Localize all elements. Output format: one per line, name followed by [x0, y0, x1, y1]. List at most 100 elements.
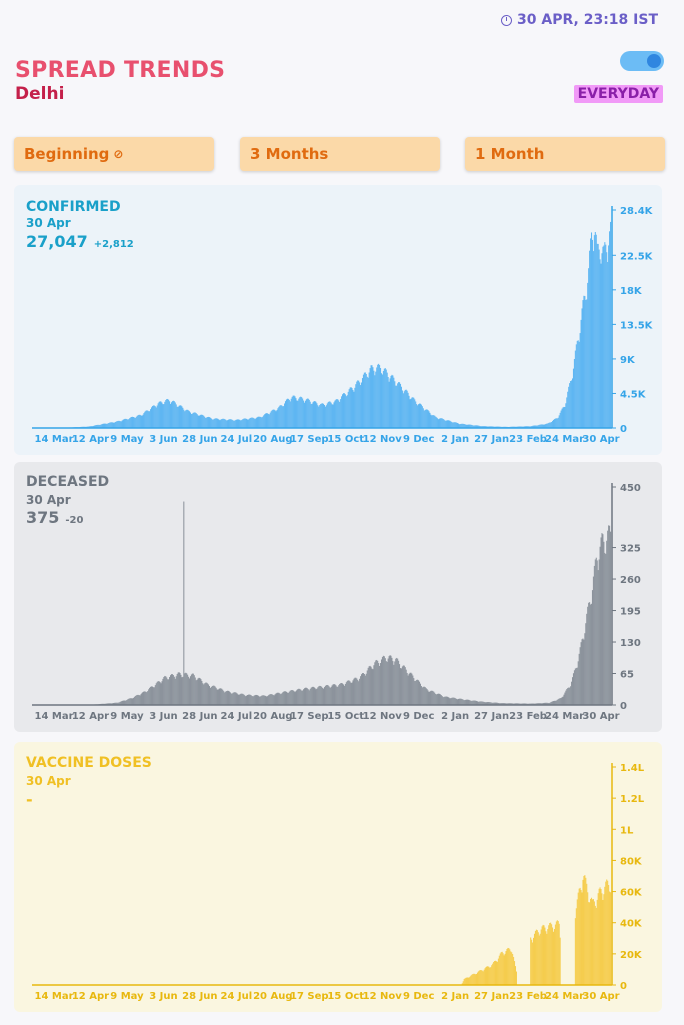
- confirmed-bar: [471, 424, 473, 428]
- confirmed-bar: [268, 414, 270, 428]
- vaccinated-x-tick-label: 27 Jan: [474, 991, 509, 1002]
- deceased-bar: [175, 676, 177, 705]
- confirmed-bar: [226, 420, 228, 428]
- confirmed-bar: [527, 426, 529, 428]
- confirmed-bar: [145, 410, 147, 428]
- deceased-bar: [236, 693, 238, 705]
- deceased-bar: [576, 667, 578, 705]
- deceased-bar: [367, 667, 369, 705]
- confirmed-bar: [520, 426, 522, 428]
- confirmed-x-tick-label: 15 Oct: [327, 434, 364, 445]
- vaccinated-bar: [483, 969, 485, 985]
- vaccinated-bar: [591, 899, 593, 985]
- confirmed-bar: [576, 340, 578, 428]
- deceased-bar: [370, 666, 372, 705]
- vaccinated-bar: [543, 925, 545, 985]
- confirmed-bar: [170, 402, 172, 428]
- deceased-bar: [329, 687, 331, 705]
- confirmed-bar: [458, 424, 460, 428]
- confirmed-bar: [608, 245, 610, 428]
- deceased-bar: [347, 680, 349, 705]
- confirmed-bar: [523, 426, 525, 428]
- deceased-bar: [145, 691, 147, 705]
- deceased-bar: [257, 695, 259, 705]
- vaccinated-bar: [476, 973, 478, 985]
- deceased-bar: [567, 687, 569, 705]
- vaccine-doses-value: -: [26, 790, 39, 809]
- deceased-bar: [413, 678, 415, 705]
- vaccinated-bar: [534, 930, 536, 985]
- deceased-bar: [171, 674, 173, 705]
- deceased-bar: [355, 677, 357, 705]
- clock-icon: [501, 14, 513, 26]
- deceased-bar: [320, 686, 322, 705]
- confirmed-bar: [215, 418, 217, 428]
- deceased-bar: [207, 683, 209, 705]
- confirmed-bar: [308, 399, 310, 428]
- vaccinated-bar: [586, 883, 588, 985]
- deceased-bar: [284, 691, 286, 705]
- vaccinated-bar: [533, 933, 536, 985]
- deceased-bar: [259, 696, 261, 705]
- confirmed-bar: [227, 420, 229, 428]
- deceased-bar: [157, 681, 159, 705]
- mode-badge[interactable]: EVERYDAY: [573, 85, 663, 103]
- deceased-x-tick-label: 23 Feb: [509, 711, 547, 722]
- deceased-bar: [231, 693, 233, 705]
- view-toggle[interactable]: [620, 51, 664, 71]
- confirmed-bar: [601, 253, 603, 428]
- confirmed-bar: [182, 407, 184, 428]
- confirmed-bar: [386, 372, 388, 428]
- confirmed-bar: [585, 299, 587, 428]
- deceased-bar: [193, 675, 195, 705]
- deceased-bar: [245, 696, 247, 705]
- deceased-bar: [588, 602, 590, 705]
- confirmed-bar: [567, 391, 569, 428]
- confirmed-bar: [107, 423, 109, 428]
- deceased-bar: [203, 684, 205, 705]
- confirmed-bar: [233, 420, 235, 428]
- deceased-bar: [286, 692, 288, 705]
- confirmed-bar: [349, 387, 351, 428]
- deceased-bar: [359, 678, 361, 705]
- deceased-bar: [213, 685, 215, 705]
- confirmed-bar: [134, 417, 136, 428]
- deceased-bar: [275, 693, 277, 705]
- confirmed-bar: [304, 400, 306, 428]
- deceased-bar: [174, 678, 176, 705]
- vaccinated-x-tick-label: 2 Jan: [441, 991, 469, 1002]
- confirmed-bar: [466, 424, 468, 428]
- confirmed-bar: [602, 246, 604, 428]
- timeframe-1-month-button[interactable]: 1 Month: [465, 137, 665, 171]
- vaccinated-bar: [502, 953, 504, 985]
- deceased-bar: [348, 680, 350, 705]
- confirmed-bar: [219, 420, 221, 428]
- confirmed-bar: [291, 396, 293, 428]
- confirmed-bar: [283, 406, 285, 428]
- confirmed-bar: [206, 417, 208, 428]
- deceased-bar: [590, 603, 593, 705]
- deceased-bar: [237, 694, 239, 705]
- deceased-bar: [362, 673, 364, 705]
- confirmed-bar: [561, 408, 563, 428]
- deceased-bar: [115, 702, 117, 705]
- confirmed-bar: [273, 409, 275, 428]
- deceased-bar: [589, 602, 591, 705]
- deceased-bar: [179, 673, 181, 705]
- deceased-x-tick-label: 15 Oct: [327, 711, 364, 722]
- timeframe-beginning-button[interactable]: Beginning ⊘: [14, 137, 214, 171]
- deceased-bar: [335, 685, 337, 705]
- deceased-bar: [139, 695, 141, 705]
- confirmed-bar: [362, 374, 364, 428]
- deceased-bar: [545, 702, 547, 705]
- deceased-bar: [487, 702, 489, 705]
- confirmed-bar: [105, 423, 107, 428]
- vaccinated-bar: [482, 971, 484, 985]
- confirmed-bar: [269, 412, 271, 428]
- timeframe-3-months-button[interactable]: 3 Months: [240, 137, 440, 171]
- vaccinated-bar: [487, 966, 489, 985]
- confirmed-bar: [584, 296, 586, 428]
